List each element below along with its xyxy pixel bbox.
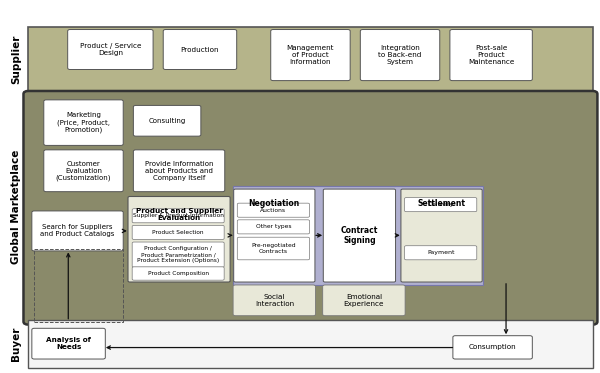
FancyBboxPatch shape [133,150,225,192]
FancyBboxPatch shape [237,203,310,217]
Text: Delivery: Delivery [428,202,454,207]
FancyBboxPatch shape [23,91,598,325]
Text: Consumption: Consumption [469,344,517,350]
Text: Product and Supplier
Evaluation: Product and Supplier Evaluation [136,208,223,221]
Text: Product / Service
Design: Product / Service Design [80,43,141,56]
FancyBboxPatch shape [132,225,224,239]
FancyBboxPatch shape [450,29,532,81]
Text: Customer
Evaluation
(Customization): Customer Evaluation (Customization) [56,160,111,181]
FancyBboxPatch shape [163,29,236,69]
FancyBboxPatch shape [132,209,224,223]
Text: Emotional
Experience: Emotional Experience [344,294,384,307]
Bar [233,186,484,285]
Text: Buyer: Buyer [11,327,22,361]
Text: Product Composition: Product Composition [148,271,209,276]
FancyBboxPatch shape [237,220,310,234]
Text: Integration
to Back-end
System: Integration to Back-end System [379,45,422,65]
FancyBboxPatch shape [453,336,532,359]
Bar [34,250,122,322]
Text: Supplier: Supplier [11,35,22,84]
Text: Post-sale
Product
Maintenance: Post-sale Product Maintenance [468,45,514,65]
Text: Payment: Payment [427,250,454,255]
Text: Global Marketplace: Global Marketplace [11,150,22,264]
Text: Negotiation: Negotiation [248,200,300,209]
Text: Marketing
(Price, Product,
Promotion): Marketing (Price, Product, Promotion) [57,112,110,133]
Text: Other types: Other types [256,224,291,229]
Text: Pre-negotiated
Contracts: Pre-negotiated Contracts [251,243,296,254]
Text: Social
Interaction: Social Interaction [255,294,294,307]
Text: Product Selection: Product Selection [152,230,204,235]
FancyBboxPatch shape [32,211,123,251]
Text: Consulting: Consulting [148,118,186,124]
Bar [28,320,593,368]
Text: Production: Production [181,47,219,53]
FancyBboxPatch shape [401,189,482,282]
FancyBboxPatch shape [234,189,315,282]
Text: Contract
Signing: Contract Signing [341,226,378,245]
Text: Management
of Product
Information: Management of Product Information [287,45,334,65]
Text: Provide Information
about Products and
Company itself: Provide Information about Products and C… [145,161,214,181]
FancyBboxPatch shape [133,106,201,136]
Text: Settlement: Settlement [418,200,466,209]
FancyBboxPatch shape [132,242,224,267]
Text: Supplier & Product Information: Supplier & Product Information [133,213,224,218]
FancyBboxPatch shape [271,29,350,81]
FancyBboxPatch shape [32,328,106,359]
FancyBboxPatch shape [237,237,310,260]
Bar [28,27,593,92]
Text: Search for Suppliers
and Product Catalogs: Search for Suppliers and Product Catalog… [40,225,115,238]
FancyBboxPatch shape [132,267,224,280]
FancyBboxPatch shape [361,29,440,81]
FancyBboxPatch shape [233,285,316,316]
Text: Auctions: Auctions [260,208,286,213]
FancyBboxPatch shape [323,189,395,282]
Text: Product Configuration /
Product Parametrization /
Product Extension (Options): Product Configuration / Product Parametr… [137,246,219,263]
FancyBboxPatch shape [404,246,477,260]
FancyBboxPatch shape [404,198,477,211]
FancyBboxPatch shape [44,100,123,145]
FancyBboxPatch shape [68,29,153,69]
FancyBboxPatch shape [128,197,230,282]
FancyBboxPatch shape [44,150,123,192]
Text: Analysis of
Needs: Analysis of Needs [46,337,91,350]
FancyBboxPatch shape [323,285,405,316]
